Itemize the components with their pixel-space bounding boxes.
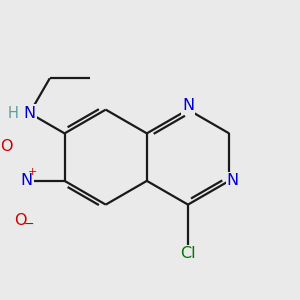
Text: +: + <box>28 167 38 177</box>
Text: O: O <box>14 213 27 228</box>
Text: N: N <box>227 173 239 188</box>
Text: N: N <box>182 98 194 113</box>
Text: −: − <box>24 218 34 231</box>
Text: N: N <box>24 106 36 121</box>
Text: Cl: Cl <box>180 246 196 261</box>
Text: H: H <box>8 106 18 121</box>
Text: O: O <box>0 140 12 154</box>
Text: N: N <box>20 173 33 188</box>
